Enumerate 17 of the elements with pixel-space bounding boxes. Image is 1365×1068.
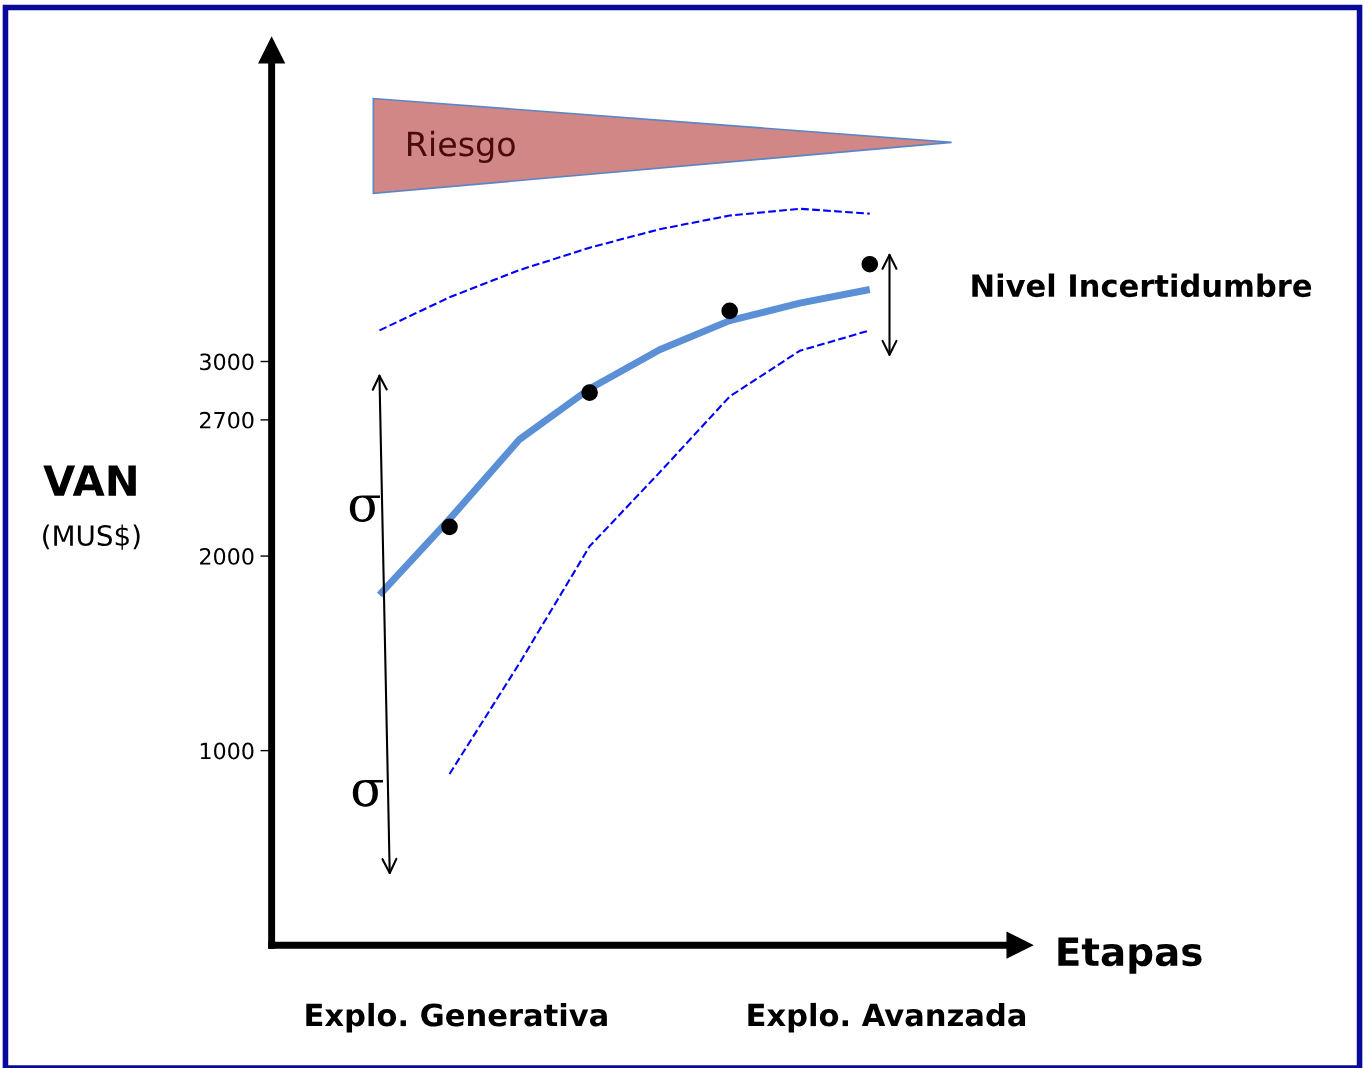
- y-tick-label: 2000: [200, 548, 254, 565]
- y-axis-title: VAN (MUS$): [43, 465, 140, 550]
- y-tick-label: 2700: [200, 411, 254, 429]
- annotation: σ: [349, 495, 380, 523]
- annotation: σ: [352, 779, 383, 807]
- point: [581, 384, 598, 401]
- text: Explo. Generativa: [306, 1002, 607, 1033]
- text: Explo. Avanzada: [748, 1002, 1026, 1033]
- point: [721, 302, 738, 320]
- point: [861, 255, 879, 273]
- x-axis-title: Etapas: [1058, 937, 1202, 974]
- y-tick-label: 3000: [200, 353, 254, 371]
- y-tick-label: 1000: [200, 742, 254, 760]
- annotation: Riesgo: [408, 130, 515, 163]
- text: Nivel Incertidumbre: [972, 273, 1312, 298]
- line-series: [378, 207, 871, 332]
- point: [441, 518, 458, 536]
